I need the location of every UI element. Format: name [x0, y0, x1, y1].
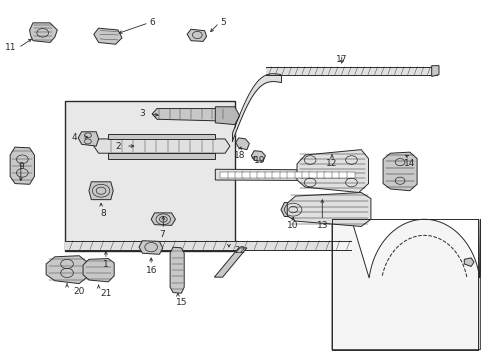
Bar — [294, 172, 303, 178]
Text: 21: 21 — [100, 289, 111, 298]
Polygon shape — [463, 258, 473, 266]
Bar — [309, 172, 318, 178]
Polygon shape — [287, 193, 370, 226]
Polygon shape — [296, 150, 368, 193]
Polygon shape — [30, 23, 57, 42]
Bar — [264, 172, 273, 178]
Polygon shape — [139, 241, 163, 254]
Text: 10: 10 — [287, 221, 298, 230]
Text: 3: 3 — [139, 109, 144, 118]
Text: 1: 1 — [103, 260, 108, 269]
Polygon shape — [89, 182, 113, 200]
Bar — [227, 172, 236, 178]
Bar — [242, 172, 251, 178]
Bar — [339, 172, 347, 178]
Polygon shape — [331, 219, 479, 350]
Text: 18: 18 — [233, 152, 245, 161]
Text: 15: 15 — [175, 298, 186, 307]
Text: 16: 16 — [146, 266, 158, 275]
Text: 20: 20 — [73, 287, 85, 296]
Bar — [220, 172, 228, 178]
Text: 13: 13 — [316, 221, 327, 230]
Polygon shape — [94, 28, 122, 44]
Bar — [64, 102, 234, 251]
Text: 12: 12 — [325, 158, 337, 167]
Polygon shape — [431, 66, 438, 76]
Bar — [279, 172, 288, 178]
Polygon shape — [83, 258, 114, 282]
Polygon shape — [281, 203, 305, 217]
Text: 6: 6 — [149, 18, 155, 27]
Polygon shape — [187, 29, 206, 41]
Polygon shape — [108, 134, 215, 139]
Bar — [331, 172, 340, 178]
Bar — [257, 172, 265, 178]
Text: 2: 2 — [115, 141, 120, 150]
Text: 5: 5 — [220, 18, 225, 27]
Polygon shape — [251, 151, 265, 161]
Bar — [249, 172, 258, 178]
Polygon shape — [170, 247, 184, 293]
Text: 17: 17 — [335, 55, 347, 64]
Polygon shape — [215, 169, 351, 181]
Bar — [302, 172, 310, 178]
Text: 11: 11 — [5, 43, 17, 52]
Text: 22: 22 — [234, 246, 245, 255]
Polygon shape — [152, 109, 229, 121]
Polygon shape — [10, 147, 34, 184]
Text: 8: 8 — [101, 208, 106, 217]
Text: 4: 4 — [71, 132, 77, 141]
Bar — [346, 172, 355, 178]
Bar — [316, 172, 325, 178]
Polygon shape — [235, 138, 249, 150]
Bar — [324, 172, 332, 178]
Text: 7: 7 — [159, 230, 164, 239]
Polygon shape — [94, 139, 229, 153]
Polygon shape — [214, 248, 246, 277]
Bar — [235, 172, 244, 178]
Polygon shape — [108, 153, 215, 158]
Text: 9: 9 — [18, 162, 23, 171]
Text: 14: 14 — [403, 158, 415, 167]
Bar — [272, 172, 281, 178]
Polygon shape — [46, 256, 88, 284]
Bar — [286, 172, 295, 178]
Text: 19: 19 — [254, 156, 265, 165]
Polygon shape — [382, 152, 416, 191]
Polygon shape — [78, 132, 99, 146]
Polygon shape — [151, 213, 175, 225]
Polygon shape — [215, 107, 239, 125]
